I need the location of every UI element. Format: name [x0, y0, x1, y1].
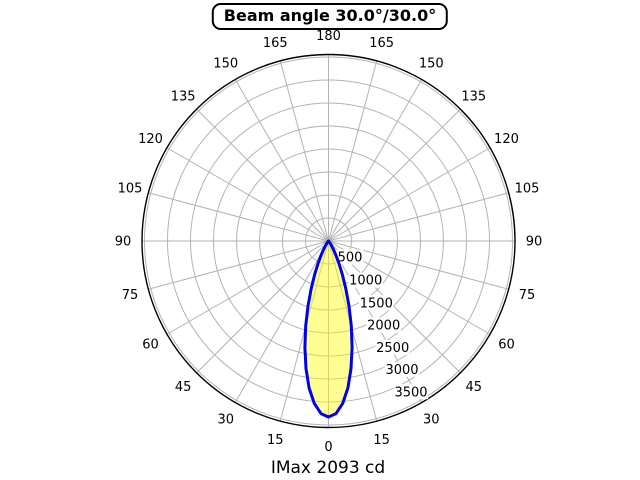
radial-tick-bg: [359, 295, 394, 311]
angle-tick-label: 165: [369, 36, 394, 51]
angle-tick-label: 135: [461, 89, 486, 104]
radial-tick-labels: 500 1000 1500 2000 2500 3000 3500: [336, 249, 429, 400]
radial-tick-label: 3000: [385, 363, 418, 378]
grid-spoke: [148, 240, 329, 290]
angle-tick-label: 60: [142, 337, 159, 352]
angle-tick-label: 120: [494, 132, 519, 147]
angle-tick-label: 75: [519, 288, 536, 303]
angle-tick-label: 15: [267, 433, 284, 448]
radial-tick-label: 3500: [394, 385, 427, 400]
angle-tick-label: 180: [316, 29, 341, 44]
angle-tick-label: 150: [419, 57, 444, 72]
grid-spoke: [234, 240, 329, 403]
grid-spoke: [328, 60, 378, 242]
angle-tick-labels: 0 15 15 30 30 45 45 60 60 75 75 90 90 105 105 120 120 135…: [115, 29, 543, 455]
angle-tick-label: 45: [466, 380, 483, 395]
angle-tick-label: 135: [171, 89, 196, 104]
radial-tick-label: 1500: [360, 296, 393, 311]
radial-tick-bg: [336, 249, 364, 265]
radial-tick-bg: [366, 317, 401, 333]
angle-tick-label: 0: [324, 440, 332, 455]
grid-spoke: [328, 147, 491, 242]
beam-outline: [303, 239, 354, 419]
radial-tick-bg: [384, 361, 420, 377]
radial-tick-label: 2500: [376, 341, 409, 356]
angle-tick-label: 120: [138, 132, 163, 147]
angle-tick-label: 90: [115, 235, 132, 250]
angle-tick-label: 75: [122, 288, 139, 303]
imax-footer-label: IMax 2093 cd: [270, 458, 386, 478]
angle-tick-label: 105: [118, 181, 143, 196]
angle-tick-label: 30: [217, 413, 234, 428]
angle-tick-label: 30: [423, 413, 440, 428]
grid-spoke: [279, 60, 329, 242]
radial-tick-label: 1000: [349, 274, 382, 289]
angle-tick-label: 90: [526, 235, 543, 250]
chart-title: Beam angle 30.0°/30.0°: [211, 3, 449, 30]
angle-tick-label: 105: [515, 181, 540, 196]
grid-spoke: [166, 240, 329, 335]
outer-spine-circle: [141, 53, 516, 429]
radial-tick-bg: [348, 272, 383, 288]
grid-spoke: [166, 147, 329, 242]
angle-tick-label: 45: [175, 380, 192, 395]
radial-tick-bg: [375, 339, 410, 355]
grid-spoke: [196, 108, 329, 242]
radial-tick-label: 500: [338, 251, 363, 266]
angle-tick-label: 60: [498, 337, 515, 352]
radial-tick-bg: [393, 384, 429, 400]
grid-spoke: [328, 240, 509, 290]
beam-fill: [304, 241, 353, 417]
grid-spoke: [328, 192, 509, 242]
grid-spoke: [328, 108, 461, 242]
grid-spoke: [234, 79, 329, 242]
angle-tick-label: 150: [213, 57, 238, 72]
angle-tick-label: 165: [263, 36, 288, 51]
grid-spoke: [328, 79, 423, 242]
grid-spoke: [196, 240, 329, 374]
grid-spoke: [148, 192, 329, 242]
angle-tick-label: 15: [373, 433, 390, 448]
radial-tick-label: 2000: [367, 319, 400, 334]
